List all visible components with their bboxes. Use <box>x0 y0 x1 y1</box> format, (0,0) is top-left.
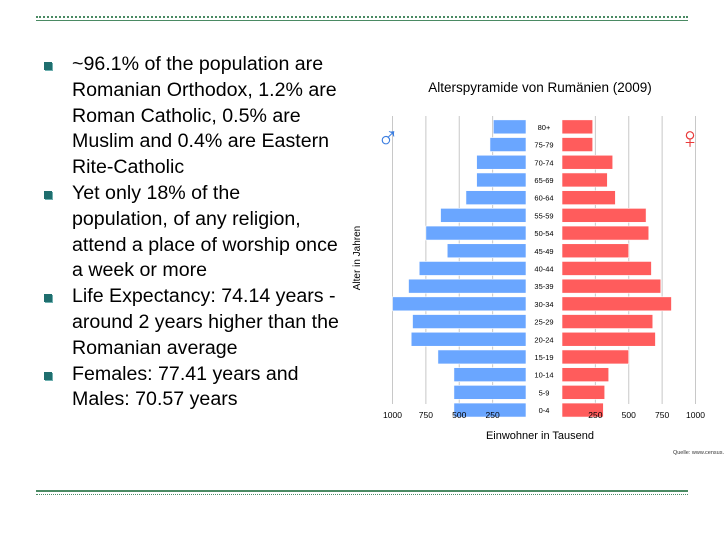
female-bar <box>561 243 630 259</box>
bullet-item: ~96.1% of the population are Romanian Or… <box>40 52 340 181</box>
source-note: Quelle: www.census. <box>673 450 725 456</box>
bullet-item: Females: 77.41 years and Males: 70.57 ye… <box>40 362 340 414</box>
age-group-label: 55-59 <box>534 211 553 220</box>
male-bar <box>489 137 527 152</box>
bullet-text: Females: 77.41 years and Males: 70.57 ye… <box>72 362 299 411</box>
age-group-label: 5-9 <box>539 388 550 397</box>
age-group-label: 50-54 <box>534 229 553 238</box>
female-bar <box>561 331 656 347</box>
age-group-label: 10-14 <box>534 371 553 380</box>
chart-title: Alterspyramide von Rumänien (2009) <box>428 80 652 95</box>
x-tick-label: 1000 <box>686 410 705 420</box>
male-bar <box>410 331 527 347</box>
male-bar <box>440 208 527 223</box>
female-bar <box>561 137 594 152</box>
female-bar <box>561 154 614 170</box>
top-rule <box>36 16 688 18</box>
x-tick-label: 750 <box>655 410 669 420</box>
male-bar <box>392 296 527 312</box>
x-tick-label: 250 <box>486 410 500 420</box>
bullet-text: Life Expectancy: 74.14 years -around 2 y… <box>72 285 339 359</box>
male-bar <box>492 119 527 135</box>
x-tick-label: 750 <box>419 410 433 420</box>
bullet-item: Yet only 18% of the population, of any r… <box>40 181 340 284</box>
male-bar <box>465 190 527 205</box>
male-symbol-icon: ♂ <box>377 122 400 155</box>
age-group-label: 0-4 <box>539 406 550 415</box>
bottom-rule <box>36 490 688 492</box>
x-tick-label: 500 <box>452 410 466 420</box>
square-bullet-icon <box>44 190 52 199</box>
male-bar <box>418 261 527 276</box>
bullet-list: ~96.1% of the population are Romanian Or… <box>40 52 340 413</box>
female-bar <box>561 261 652 276</box>
female-bar <box>561 119 594 135</box>
population-pyramid-chart: 1000 750 500 250 250 500 750 1000 80+ 75-79 70-74 6… <box>344 76 728 467</box>
female-bar <box>561 314 654 329</box>
female-bar <box>561 367 610 382</box>
female-bar <box>561 225 650 241</box>
male-bar <box>476 154 527 170</box>
age-group-label: 30-34 <box>534 300 553 309</box>
male-bar <box>446 243 527 259</box>
age-group-label: 25-29 <box>534 318 553 327</box>
square-bullet-icon <box>44 62 52 70</box>
female-bar <box>561 208 647 223</box>
x-tick-label: 500 <box>622 410 636 420</box>
age-group-label: 60-64 <box>534 194 553 203</box>
female-symbol-icon: ♀ <box>679 122 702 155</box>
bullet-item: Life Expectancy: 74.14 years -around 2 y… <box>40 284 340 361</box>
bullet-text: ~96.1% of the population are Romanian Or… <box>72 53 337 179</box>
square-bullet-icon <box>44 294 52 303</box>
age-group-label: 15-19 <box>534 353 553 362</box>
female-bar <box>561 172 608 188</box>
female-bar <box>561 296 672 312</box>
age-group-label: 45-49 <box>534 247 553 256</box>
y-axis-label: Alter in Jahren <box>352 226 363 290</box>
male-bar <box>453 367 527 382</box>
x-tick-label: 1000 <box>383 410 402 420</box>
female-bar <box>561 385 606 400</box>
x-axis-label: Einwohner in Tausend <box>486 430 594 442</box>
male-bar <box>453 402 527 418</box>
male-bar <box>412 314 527 329</box>
female-bar <box>561 402 604 418</box>
bullet-text: Yet only 18% of the population, of any r… <box>72 181 338 282</box>
female-bar <box>561 349 630 365</box>
age-group-label: 70-74 <box>534 158 553 167</box>
age-group-label: 80+ <box>538 123 551 132</box>
age-group-label: 75-79 <box>534 141 553 150</box>
top-rule-line <box>36 20 688 21</box>
male-bar <box>408 278 527 294</box>
x-tick-label: 250 <box>588 410 602 420</box>
age-group-label: 35-39 <box>534 282 553 291</box>
male-bar <box>437 349 527 365</box>
age-group-label: 20-24 <box>534 335 553 344</box>
male-bar <box>425 225 527 241</box>
pyramid-svg: 1000 750 500 250 250 500 750 1000 80+ 75-79 70-74 6… <box>352 80 725 456</box>
age-group-label: 40-44 <box>534 264 553 273</box>
female-bar <box>561 278 662 294</box>
male-bar <box>476 172 527 188</box>
male-bar <box>453 385 527 400</box>
age-group-label: 65-69 <box>534 176 553 185</box>
square-bullet-icon <box>44 371 52 380</box>
bottom-rule-dotted <box>36 494 688 495</box>
female-bar <box>561 190 616 205</box>
